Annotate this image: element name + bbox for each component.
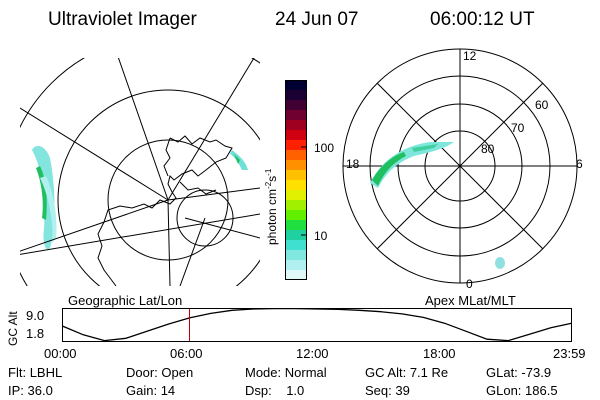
colorbar-swatch xyxy=(286,210,306,221)
altitude-xtick-0: 00:00 xyxy=(44,346,77,361)
mlt-label-0: 0 xyxy=(466,277,473,291)
altitude-plot-frame xyxy=(62,308,572,342)
colorbar-swatch xyxy=(286,160,306,171)
colorbar-frame xyxy=(285,80,307,280)
colorbar-swatch xyxy=(286,180,306,191)
altitude-xtick-3: 18:00 xyxy=(423,346,456,361)
colorbar xyxy=(285,80,307,280)
mlat-label-70: 70 xyxy=(511,121,525,135)
glat-status: GLat: -73.9 xyxy=(486,365,552,380)
altitude-xtick-4: 23:59 xyxy=(553,346,586,361)
colorbar-swatch xyxy=(286,250,306,261)
colorbar-swatch xyxy=(286,230,306,241)
gcalt-status: GC Alt: 7.1 Re xyxy=(365,365,449,380)
altitude-plot xyxy=(62,308,572,342)
instrument-title: Ultraviolet Imager xyxy=(48,9,197,30)
observation-date: 24 Jun 07 xyxy=(275,9,359,30)
colorbar-swatch xyxy=(286,100,306,111)
glon-status: GLon: 186.5 xyxy=(486,383,558,398)
observation-time: 06:00:12 UT xyxy=(430,9,535,30)
gain-status: Gain: 14 xyxy=(126,383,176,398)
colorbar-swatch xyxy=(286,120,306,131)
altitude-series-line xyxy=(62,308,572,342)
mlt-label-18: 18 xyxy=(346,157,360,171)
mlt-label-12: 12 xyxy=(463,49,477,63)
colorbar-tick-10: 10 xyxy=(314,229,328,243)
colorbar-swatch xyxy=(286,110,306,121)
geographic-map xyxy=(20,58,260,286)
filter-status: Flt: LBHL xyxy=(8,365,63,380)
mlat-label-60: 60 xyxy=(535,98,549,112)
mode-status: Mode: Normal xyxy=(245,365,327,380)
mlat-label-80: 80 xyxy=(481,142,495,156)
colorbar-swatch xyxy=(286,220,306,231)
geographic-panel-label: Geographic Lat/Lon xyxy=(68,293,183,308)
colorbar-swatch xyxy=(286,240,306,251)
altitude-xtick-2: 12:00 xyxy=(296,346,329,361)
altitude-ylabel: GC Alt xyxy=(6,311,20,346)
colorbar-tick-100: 100 xyxy=(314,141,335,155)
colorbar-unit-label: photon cm-2s-1 xyxy=(264,168,279,245)
colorbar-swatch xyxy=(286,190,306,201)
colorbar-swatch xyxy=(286,150,306,161)
colorbar-swatch xyxy=(286,140,306,151)
altitude-ytick-min: 1.8 xyxy=(26,326,45,341)
colorbar-swatch xyxy=(286,170,306,181)
altitude-xtick-1: 06:00 xyxy=(170,346,203,361)
colorbar-swatch xyxy=(286,260,306,271)
ip-status: IP: 36.0 xyxy=(8,383,53,398)
colorbar-swatch xyxy=(286,200,306,211)
door-status: Door: Open xyxy=(126,365,194,380)
dsp-status: Dsp: 1.0 xyxy=(245,383,305,398)
colorbar-swatch xyxy=(286,130,306,141)
polar-map xyxy=(342,48,578,284)
colorbar-swatch xyxy=(286,270,306,280)
apex-panel-label: Apex MLat/MLT xyxy=(425,293,516,308)
altitude-ytick-max: 9.0 xyxy=(26,308,45,323)
colorbar-swatch xyxy=(286,90,306,101)
mlt-label-6: 6 xyxy=(576,157,583,171)
colorbar-swatch xyxy=(286,80,306,91)
seq-status: Seq: 39 xyxy=(365,383,410,398)
